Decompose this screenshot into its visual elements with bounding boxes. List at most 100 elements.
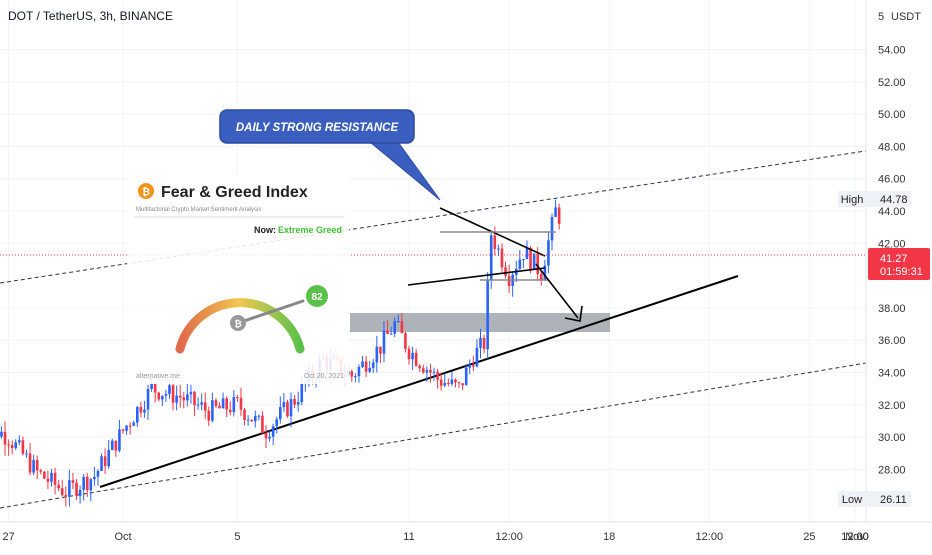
candle-body	[361, 361, 364, 368]
candle-body	[0, 431, 3, 437]
candle-body	[39, 470, 43, 472]
support-zone	[350, 313, 610, 332]
candle-body	[450, 379, 454, 384]
candle-body	[550, 216, 554, 241]
price-tick-label: 28.00	[878, 464, 906, 476]
candle-body	[207, 410, 211, 421]
candle-body	[200, 402, 203, 405]
candle-body	[78, 489, 82, 496]
candle-body	[228, 409, 232, 413]
candle-body	[454, 379, 457, 383]
candle-body	[357, 367, 361, 377]
candle-body	[264, 433, 268, 439]
symbol-title: DOT / TetherUS, 3h, BINANCE	[8, 9, 173, 23]
candle-body	[178, 395, 182, 398]
now-value: Extreme Greed	[278, 225, 342, 235]
candle-body	[164, 393, 168, 396]
candle-body	[493, 235, 497, 249]
candle-body	[85, 476, 89, 491]
candle-body	[504, 267, 507, 276]
low-value: 26.11	[880, 494, 907, 506]
candle-body	[35, 460, 39, 471]
candle-body	[243, 409, 246, 420]
candle-body	[211, 400, 214, 421]
candle-body	[189, 391, 193, 395]
candle-body	[532, 253, 536, 270]
candle-body	[350, 371, 354, 377]
candle-body	[18, 440, 21, 443]
gauge-hub-icon	[230, 315, 246, 331]
currency-label: USDT	[891, 11, 921, 23]
candle-body	[468, 364, 472, 368]
candle-body	[68, 480, 71, 497]
candle-body	[489, 235, 493, 280]
candle-body	[182, 397, 186, 401]
last-price-value: 41.27	[880, 253, 908, 265]
svg-text:₿: ₿	[234, 319, 241, 329]
fear-greed-source: alternative.me	[136, 373, 180, 380]
price-ticks: 54.00 52.00 50.00 48.00 46.00 44.00 42.00 38.00…	[878, 45, 906, 477]
candle-body	[21, 440, 25, 454]
time-tick-label: 12:00	[841, 531, 869, 543]
projection-arrowhead	[564, 305, 583, 322]
candle-body	[543, 265, 547, 281]
candle-body	[554, 207, 557, 217]
candle-body	[57, 484, 60, 489]
price-tick-label: 46.00	[878, 174, 906, 186]
candle-body	[239, 397, 243, 410]
candle-body	[186, 394, 189, 401]
candle-body	[232, 397, 236, 413]
svg-text:₿: ₿	[142, 186, 150, 198]
candle-body	[482, 337, 486, 350]
candle-body	[203, 402, 207, 411]
candle-body	[422, 368, 425, 373]
candle-body	[150, 384, 153, 389]
high-value: 44.78	[880, 194, 908, 206]
candle-body	[236, 397, 239, 399]
candle-body	[536, 253, 539, 274]
candle-body	[103, 456, 107, 467]
candle-body	[168, 385, 171, 394]
candle-body	[425, 369, 429, 373]
time-tick-label: 5	[234, 531, 240, 543]
time-axis[interactable]	[0, 522, 932, 550]
candle-body	[71, 480, 75, 483]
candle-body	[547, 240, 550, 266]
candle-body	[293, 399, 296, 405]
candle-body	[171, 385, 175, 403]
candle-body	[218, 405, 221, 409]
fear-greed-date: Oct 20, 2021	[304, 373, 344, 380]
fear-greed-title: Fear & Greed Index	[161, 184, 308, 201]
candle-body	[457, 382, 461, 384]
time-tick-label: 27	[2, 531, 14, 543]
candle-body	[257, 415, 261, 417]
candle-body	[193, 391, 196, 406]
candle-body	[153, 384, 157, 393]
candle-body	[196, 404, 200, 406]
candle-body	[214, 400, 218, 406]
triangle-lower-line	[407, 267, 546, 286]
candle-body	[28, 453, 32, 473]
candle-body	[89, 479, 93, 491]
candle-body	[279, 407, 282, 420]
candle-body	[300, 383, 304, 403]
candle-body	[225, 398, 228, 410]
time-tick-label: 12:00	[495, 531, 523, 543]
time-tick-label: 12:00	[696, 531, 724, 543]
candle-body	[436, 371, 439, 380]
low-value-box	[866, 491, 911, 507]
candle-body	[275, 419, 279, 427]
price-tick-label: 52.00	[878, 77, 906, 89]
candle-body	[132, 422, 136, 426]
candle-body	[522, 259, 525, 261]
candle-body	[50, 472, 53, 482]
countdown-value: 01:59:31	[880, 266, 923, 278]
candle-body	[518, 259, 522, 269]
price-tick-label: 36.00	[878, 335, 906, 347]
candle-body	[296, 402, 300, 405]
candle-body	[268, 436, 271, 439]
candle-body	[500, 248, 504, 268]
candle-body	[271, 426, 275, 437]
